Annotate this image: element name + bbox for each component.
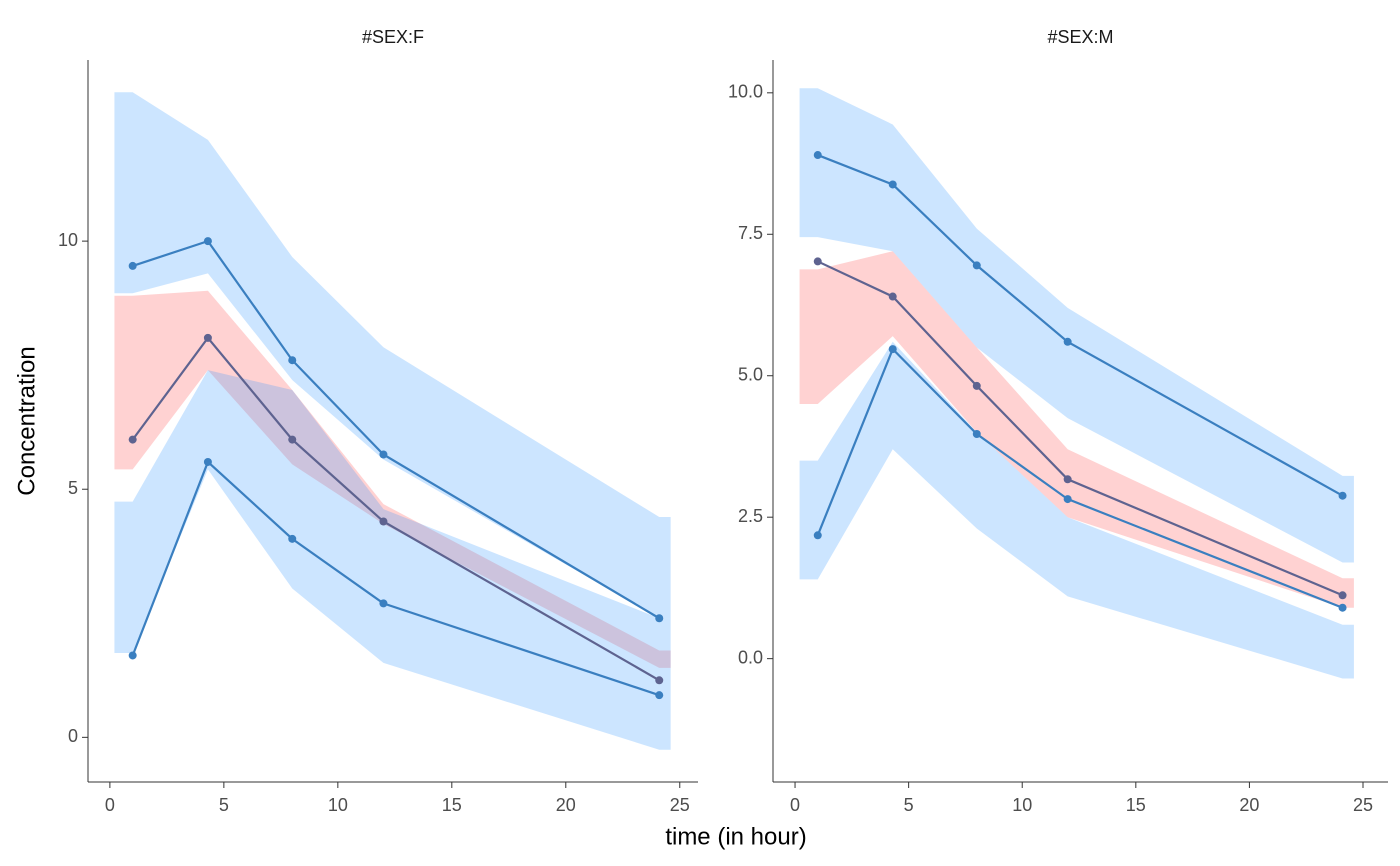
x-tick-label: 20 [1239, 795, 1259, 815]
x-tick-label: 0 [105, 795, 115, 815]
data-point [972, 261, 981, 270]
x-tick-label: 15 [442, 795, 462, 815]
x-tick-label: 5 [219, 795, 229, 815]
data-point [1063, 475, 1072, 484]
data-point [128, 651, 137, 660]
y-tick-label: 5.0 [738, 364, 763, 384]
x-tick-label: 10 [328, 795, 348, 815]
y-tick-label: 10 [58, 230, 78, 250]
data-point [203, 457, 212, 466]
ribbon [114, 290, 671, 668]
data-point [288, 435, 297, 444]
data-point [1063, 337, 1072, 346]
ribbon [114, 92, 671, 619]
data-point [203, 333, 212, 342]
data-point [655, 676, 664, 685]
y-tick-label: 0 [68, 726, 78, 746]
x-tick-label: 0 [790, 795, 800, 815]
x-tick-label: 10 [1012, 795, 1032, 815]
ribbon [799, 341, 1354, 679]
data-point [1338, 603, 1347, 612]
data-point [379, 599, 388, 608]
data-point [655, 691, 664, 700]
data-point [1338, 591, 1347, 600]
panel-title: #SEX:M [1047, 27, 1113, 47]
data-point [888, 180, 897, 189]
data-point [813, 151, 822, 160]
data-point [972, 381, 981, 390]
panel-title: #SEX:F [362, 27, 424, 47]
data-point [655, 614, 664, 623]
x-tick-label: 25 [1353, 795, 1373, 815]
x-tick-label: 5 [904, 795, 914, 815]
data-point [1063, 495, 1072, 504]
data-point [379, 517, 388, 526]
data-point [813, 257, 822, 266]
data-point [888, 292, 897, 301]
data-point [128, 261, 137, 270]
data-point [972, 430, 981, 439]
data-point [203, 237, 212, 246]
data-point [379, 450, 388, 459]
x-tick-label: 15 [1126, 795, 1146, 815]
x-tick-label: 25 [670, 795, 690, 815]
data-point [288, 534, 297, 543]
y-tick-label: 7.5 [738, 223, 763, 243]
y-tick-label: 10.0 [728, 82, 763, 102]
ribbon [799, 88, 1354, 563]
y-tick-label: 0.0 [738, 647, 763, 667]
ribbon [114, 370, 671, 750]
y-axis-label: Concentration [13, 346, 40, 495]
data-point [288, 356, 297, 365]
data-point [888, 345, 897, 354]
data-point [128, 435, 137, 444]
data-point [1338, 491, 1347, 500]
x-axis-label: time (in hour) [665, 823, 806, 850]
y-tick-label: 5 [68, 478, 78, 498]
data-point [813, 531, 822, 540]
x-tick-label: 20 [556, 795, 576, 815]
y-tick-label: 2.5 [738, 506, 763, 526]
ribbon [799, 251, 1354, 608]
